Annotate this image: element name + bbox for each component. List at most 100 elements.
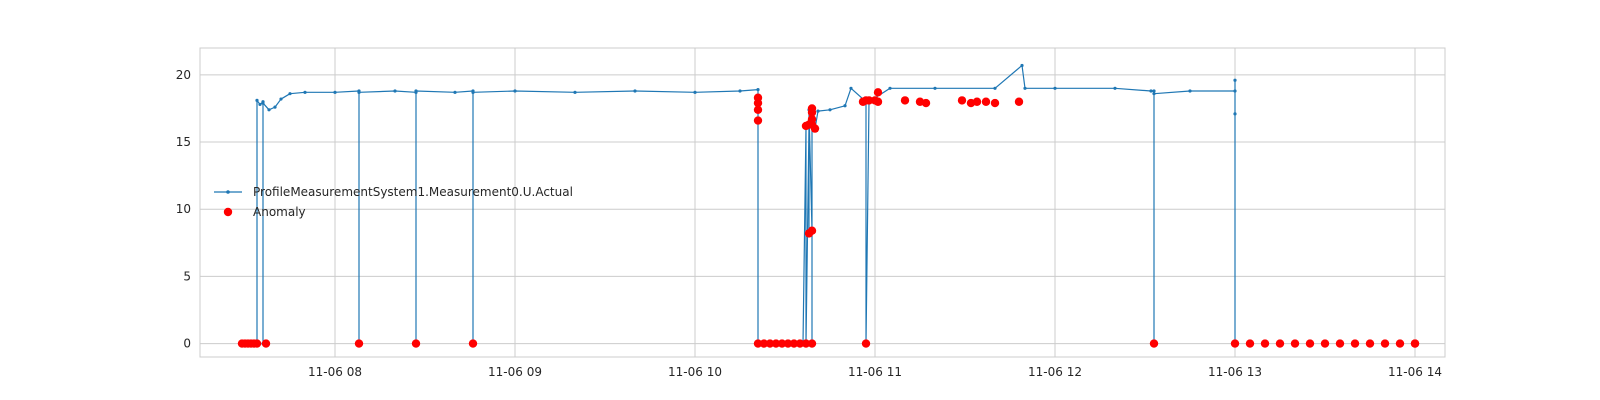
anomaly-point	[789, 339, 799, 348]
anomaly-point	[1395, 339, 1405, 348]
anomaly-point	[765, 339, 775, 348]
series-line-point	[633, 89, 637, 93]
anomaly-point	[957, 96, 967, 105]
series-line-point	[273, 105, 277, 109]
anomaly-point	[807, 226, 817, 235]
y-tick-label: 20	[176, 68, 191, 82]
anomaly-point	[1320, 339, 1330, 348]
x-tick-label: 11-06 13	[1208, 365, 1262, 379]
anomaly-point	[252, 339, 262, 348]
anomaly-point	[900, 96, 910, 105]
anomaly-point	[810, 124, 820, 133]
anomaly-point	[807, 339, 817, 348]
anomaly-point	[759, 339, 769, 348]
y-tick-label: 0	[183, 337, 191, 351]
anomaly-point	[1149, 339, 1159, 348]
series-line-point	[393, 89, 397, 93]
series-line-point	[255, 98, 259, 102]
series-line-point	[573, 90, 577, 94]
series-line-point	[513, 89, 517, 93]
anomaly-point	[873, 97, 883, 106]
anomaly-point	[753, 98, 763, 108]
legend-label-anomaly: Anomaly	[253, 205, 306, 219]
y-axis-ticks: 0 5 10 15 20	[176, 68, 191, 351]
series-line-point	[267, 108, 271, 112]
anomaly-point	[1305, 339, 1315, 348]
anomaly-point	[1350, 339, 1360, 348]
anomaly-point	[972, 97, 982, 106]
y-tick-label: 10	[176, 202, 191, 216]
series-line-point	[1233, 89, 1237, 93]
anomaly-points-group	[237, 88, 1420, 348]
anomaly-point	[1014, 97, 1024, 106]
anomaly-point	[753, 339, 763, 348]
anomaly-point	[1290, 339, 1300, 348]
series-line-point	[279, 97, 283, 101]
x-tick-label: 11-06 08	[308, 365, 362, 379]
anomaly-point	[801, 339, 811, 348]
series-line-point	[303, 90, 307, 94]
anomaly-point	[354, 339, 364, 348]
series-line-point	[1113, 86, 1117, 90]
series-line-point	[756, 88, 760, 92]
anomaly-point	[1230, 339, 1240, 348]
anomaly-point	[1260, 339, 1270, 348]
series-line-point	[414, 89, 418, 93]
anomaly-point	[864, 96, 874, 105]
series-line-point	[849, 86, 853, 90]
anomaly-point	[1380, 339, 1390, 348]
series-line-point	[816, 109, 820, 113]
series-line-point	[357, 90, 361, 94]
series-line-point	[333, 90, 337, 94]
legend-label-series: ProfileMeasurementSystem1.Measurement0.U…	[253, 185, 573, 199]
anomaly-point	[795, 339, 805, 348]
series-line-point	[1023, 86, 1027, 90]
legend-anomaly-swatch	[223, 207, 233, 217]
series-line-point	[933, 86, 937, 90]
series-line-point	[1188, 89, 1192, 93]
series-line-point	[471, 90, 475, 94]
series-line-point	[993, 86, 997, 90]
series-line-point	[843, 104, 847, 108]
anomaly-point	[921, 98, 931, 108]
series-line-point	[1053, 86, 1057, 90]
y-tick-label: 15	[176, 135, 191, 149]
x-axis-ticks: 11-06 08 11-06 09 11-06 10 11-06 11 11-06 12…	[308, 365, 1442, 379]
series-line-point	[693, 90, 697, 94]
anomaly-point	[873, 88, 883, 97]
anomaly-point	[1365, 339, 1375, 348]
anomaly-point	[468, 339, 478, 348]
series-line-point	[261, 101, 265, 105]
series-line-point	[828, 108, 832, 112]
anomaly-point	[1335, 339, 1345, 348]
series-line-point	[1152, 92, 1156, 96]
x-tick-label: 11-06 14	[1388, 365, 1442, 379]
series-line-point	[888, 86, 892, 90]
series-line-point	[1149, 89, 1153, 93]
anomaly-point	[753, 116, 763, 125]
legend: ProfileMeasurementSystem1.Measurement0.U…	[214, 185, 573, 219]
series-line-point	[453, 90, 457, 94]
x-tick-label: 11-06 12	[1028, 365, 1082, 379]
series-line-point	[258, 102, 262, 107]
anomaly-point	[411, 339, 421, 348]
legend-line-marker	[226, 190, 230, 194]
anomaly-point	[990, 98, 1000, 108]
anomaly-point	[981, 97, 991, 106]
anomaly-point	[1245, 339, 1255, 348]
series-line-point	[738, 89, 742, 93]
y-tick-label: 5	[183, 269, 191, 283]
anomaly-point	[771, 339, 781, 348]
anomaly-point	[807, 104, 817, 113]
series-line-point	[288, 92, 292, 96]
series-line-point	[1152, 89, 1156, 93]
series-line-point	[1233, 112, 1237, 116]
anomaly-point	[783, 339, 793, 348]
anomaly-point	[1275, 339, 1285, 348]
x-tick-label: 11-06 10	[668, 365, 722, 379]
series-line-point	[1020, 63, 1024, 68]
anomaly-point	[777, 339, 787, 348]
